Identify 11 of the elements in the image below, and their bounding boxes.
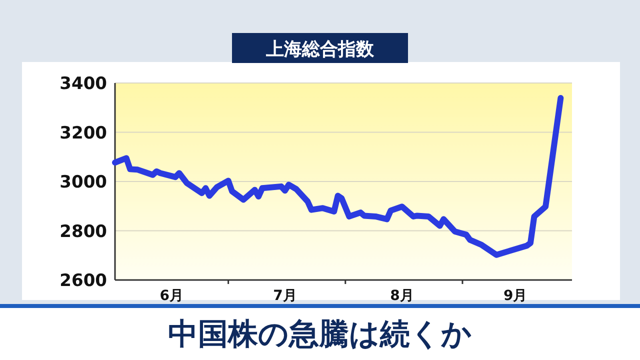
chart-title: 上海総合指数 bbox=[265, 39, 375, 60]
text: 中国株の急騰は続くか bbox=[168, 317, 472, 352]
y-tick-label: 2600 bbox=[60, 271, 108, 291]
x-tick-label: 8月 bbox=[390, 288, 414, 304]
y-tick-label: 3400 bbox=[60, 74, 108, 94]
x-tick-label: 7月 bbox=[273, 288, 297, 304]
y-tick-label: 2800 bbox=[60, 222, 108, 242]
y-tick-label: 3200 bbox=[60, 123, 108, 144]
y-tick-label: 3000 bbox=[60, 172, 108, 192]
x-tick-label: 9月 bbox=[503, 288, 528, 304]
x-tick-label: 6月 bbox=[160, 288, 184, 304]
